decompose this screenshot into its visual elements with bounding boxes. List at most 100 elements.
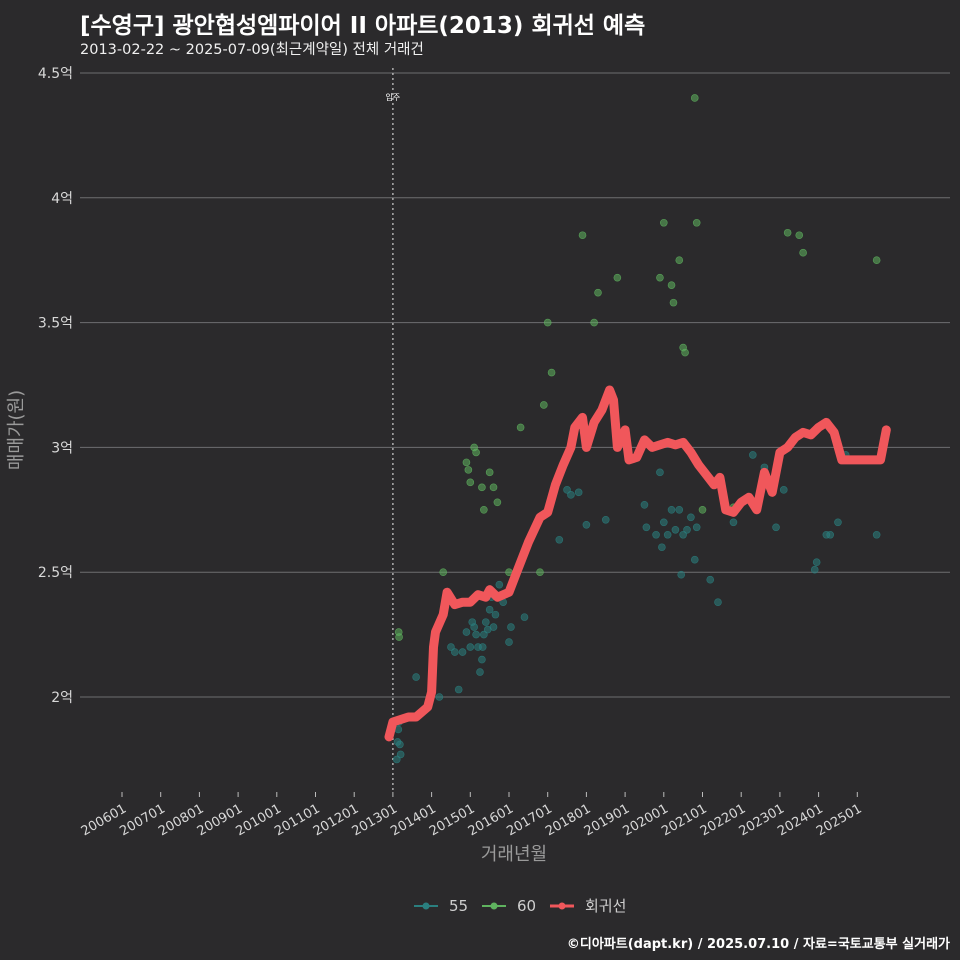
chart-title: [수영구] 광안협성엠파이어 II 아파트(2013) 회귀선 예측 <box>80 13 646 39</box>
data-point-55 <box>478 643 487 651</box>
data-point-60 <box>464 466 473 474</box>
data-point-55 <box>458 648 467 656</box>
data-point-60 <box>485 468 494 477</box>
legend-item-60[interactable]: 60 <box>482 897 536 915</box>
data-point-55 <box>690 555 699 564</box>
data-point-55 <box>555 535 564 544</box>
data-point-60 <box>536 568 544 577</box>
data-point-55 <box>834 518 842 527</box>
data-point-60 <box>540 401 548 409</box>
data-point-60 <box>681 348 689 357</box>
data-point-55 <box>667 505 676 514</box>
data-point-60 <box>659 218 668 227</box>
data-point-55 <box>495 580 504 589</box>
legend-marker-regression <box>558 902 566 910</box>
data-point-55 <box>470 623 478 631</box>
legend[interactable]: 55 60 회귀선 <box>414 897 626 915</box>
data-point-60 <box>656 273 664 282</box>
y-tick-label: 2.5억 <box>38 565 73 581</box>
data-point-55 <box>507 623 515 631</box>
data-point-55 <box>640 501 649 509</box>
data-point-60 <box>690 94 699 102</box>
data-point-60 <box>783 228 792 237</box>
data-point-55 <box>714 598 722 606</box>
data-point-55 <box>472 630 480 639</box>
data-point-60 <box>594 288 602 297</box>
data-point-55 <box>749 451 757 459</box>
data-point-55 <box>485 605 494 614</box>
regression-line <box>384 385 891 742</box>
data-point-60 <box>698 505 707 514</box>
data-point-55 <box>658 543 666 552</box>
data-point-60 <box>489 483 498 492</box>
data-point-55 <box>520 613 529 621</box>
y-tick-label: 2억 <box>51 690 73 706</box>
data-point-60 <box>516 423 525 432</box>
data-point-55 <box>582 520 591 529</box>
data-point-55 <box>656 468 664 477</box>
y-tick-label: 4억 <box>51 191 73 207</box>
data-point-55 <box>812 558 821 567</box>
data-point-55 <box>574 488 583 497</box>
data-point-55 <box>779 486 788 494</box>
data-point-55 <box>476 668 484 676</box>
data-point-55 <box>810 565 819 574</box>
legend-label-regression: 회귀선 <box>585 897 626 915</box>
legend-item-regression[interactable]: 회귀선 <box>550 897 626 915</box>
data-point-60 <box>675 256 684 265</box>
data-point-55 <box>567 491 575 499</box>
data-point-60 <box>667 281 676 289</box>
legend-label-60: 60 <box>517 897 536 915</box>
data-point-55 <box>671 525 680 534</box>
data-point-60 <box>395 633 403 641</box>
data-point-55 <box>489 623 498 631</box>
grid-lines <box>80 72 950 698</box>
data-point-60 <box>472 448 480 457</box>
data-point-55 <box>447 643 455 651</box>
data-point-55 <box>679 530 687 539</box>
data-point-55 <box>692 523 701 532</box>
data-point-60 <box>692 218 701 227</box>
data-point-60 <box>480 505 488 514</box>
y-axis-ticks: 2억 2.5억 3억 3.5억 4억 4.5억 <box>38 66 73 706</box>
data-point-60 <box>547 368 556 377</box>
data-point-60 <box>493 498 502 507</box>
data-point-60 <box>478 483 486 492</box>
y-tick-label: 4.5억 <box>38 66 73 82</box>
data-point-55 <box>663 530 672 539</box>
data-point-60 <box>799 248 807 257</box>
regression-line-layer <box>384 385 891 742</box>
data-point-55 <box>466 643 475 651</box>
data-point-55 <box>706 575 715 584</box>
data-point-60 <box>466 478 475 487</box>
data-point-55 <box>505 638 513 646</box>
data-point-55 <box>652 530 660 539</box>
scatter-points <box>392 94 881 764</box>
x-axis-ticks: 2006012007012008012009012010012011012012… <box>79 792 865 839</box>
data-point-60 <box>669 298 678 307</box>
data-point-60 <box>795 231 804 240</box>
legend-item-55[interactable]: 55 <box>414 897 468 915</box>
data-point-60 <box>543 318 552 327</box>
data-point-55 <box>642 523 651 532</box>
data-point-60 <box>613 273 622 282</box>
y-tick-label: 3.5억 <box>38 316 73 332</box>
legend-label-55: 55 <box>449 897 468 915</box>
x-axis-title: 거래년월 <box>481 844 547 865</box>
data-point-55 <box>826 530 835 539</box>
data-point-55 <box>454 685 463 694</box>
data-point-55 <box>412 673 420 681</box>
data-point-60 <box>439 568 448 577</box>
y-axis-title: 매매가(원) <box>6 390 27 470</box>
data-point-55 <box>677 570 686 579</box>
data-point-55 <box>462 628 471 636</box>
y-tick-label: 3억 <box>51 440 73 456</box>
data-point-55 <box>451 648 459 656</box>
data-point-55 <box>683 525 691 534</box>
data-point-55 <box>675 505 684 514</box>
data-point-55 <box>480 630 488 639</box>
data-point-60 <box>590 318 598 327</box>
data-point-60 <box>462 458 471 467</box>
move-in-annotation-label: 입주 <box>386 93 401 102</box>
data-point-55 <box>729 518 738 527</box>
